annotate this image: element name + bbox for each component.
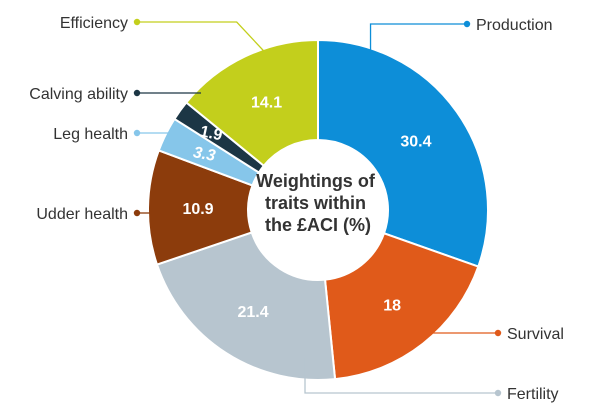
slice-value-label: 3.3	[192, 144, 217, 165]
legend-leader-line	[418, 332, 498, 339]
donut-slices	[147, 38, 489, 381]
legend-labels: Production Survival Fertility Udder health L…	[29, 15, 564, 403]
slice-value-label: 10.9	[182, 201, 213, 218]
slice-efficiency	[184, 38, 319, 168]
slice-value-label: 14.1	[251, 95, 282, 112]
center-title-line: Weightings of	[256, 171, 376, 191]
legend-label: Udder health	[36, 206, 128, 223]
legend-marker	[133, 209, 141, 217]
legend-marker	[494, 389, 502, 397]
legend-marker	[133, 129, 141, 137]
legend-leader-line	[369, 23, 467, 53]
center-title-line: traits within	[265, 193, 366, 213]
legend-marker	[494, 329, 502, 337]
slice-value-label: 30.4	[400, 134, 431, 151]
legend-label: Fertility	[507, 386, 559, 403]
legend-label: Efficiency	[60, 15, 128, 32]
slice-value-label: 21.4	[237, 304, 268, 321]
slice-production	[317, 38, 489, 268]
legend-leader-line	[137, 21, 268, 55]
legend-marker	[133, 89, 141, 97]
legend-label: Survival	[507, 326, 564, 343]
legend-label: Calving ability	[29, 86, 128, 103]
chart-center-title: Weightings of traits within the £ACI (%)	[256, 171, 380, 235]
slice-value-label: 1.9	[198, 123, 223, 144]
legend-marker	[133, 18, 141, 26]
legend-marker	[463, 20, 471, 28]
legend-leader-line	[304, 357, 498, 394]
legend-label: Leg health	[53, 126, 128, 143]
slice-survival	[323, 232, 480, 381]
slice-fertility	[155, 231, 337, 381]
center-title-line: the £ACI (%)	[265, 215, 371, 235]
slice-value-labels: 30.4 18 21.4 10.9 3.31.9 14.1	[182, 95, 431, 321]
legend-label: Production	[476, 17, 553, 34]
legend-leaders	[133, 18, 502, 397]
slice-value-label: 18	[383, 297, 401, 314]
